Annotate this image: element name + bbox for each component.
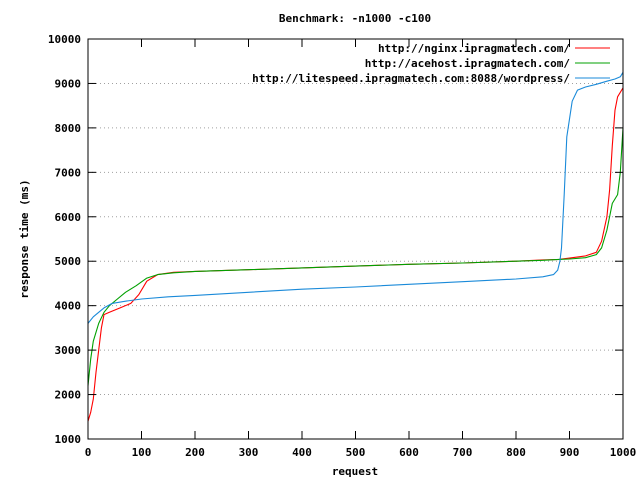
legend-label-1: http://nginx.ipragmatech.com/: [378, 42, 570, 55]
y-tick-label: 5000: [55, 255, 82, 268]
x-tick-label: 600: [399, 446, 419, 459]
y-tick-label: 4000: [55, 300, 82, 313]
y-axis-label: response time (ms): [18, 179, 31, 298]
series-layer: [87, 72, 624, 422]
x-tick-label: 100: [132, 446, 152, 459]
y-tick-label: 7000: [55, 166, 82, 179]
y-tick-label: 2000: [55, 389, 82, 402]
y-tick-label: 10000: [48, 33, 81, 46]
series-line-2: [87, 127, 624, 386]
legend-label-3: http://litespeed.ipragmatech.com:8088/wo…: [252, 72, 570, 85]
x-tick-label: 300: [239, 446, 259, 459]
y-tick-label: 8000: [55, 122, 82, 135]
y-tick-label: 6000: [55, 211, 82, 224]
y-tick-label: 1000: [55, 433, 82, 446]
x-tick-label: 0: [85, 446, 92, 459]
x-tick-label: 1000: [610, 446, 637, 459]
y-tick-label: 3000: [55, 344, 82, 357]
x-tick-label: 400: [292, 446, 312, 459]
y-tick-label: 9000: [55, 77, 82, 90]
legend-label-2: http://acehost.ipragmatech.com/: [365, 57, 571, 70]
x-tick-label: 200: [185, 446, 205, 459]
x-tick-label: 800: [506, 446, 526, 459]
chart-title: Benchmark: -n1000 -c100: [279, 12, 431, 25]
x-tick-label: 700: [453, 446, 473, 459]
x-tick-label: 900: [560, 446, 580, 459]
x-tick-label: 500: [346, 446, 366, 459]
legend: http://nginx.ipragmatech.com/http://aceh…: [252, 42, 610, 85]
axis-layer: 1000200030004000500060007000800090001000…: [48, 33, 636, 459]
x-axis-label: request: [332, 465, 378, 478]
series-line-3: [87, 72, 624, 324]
